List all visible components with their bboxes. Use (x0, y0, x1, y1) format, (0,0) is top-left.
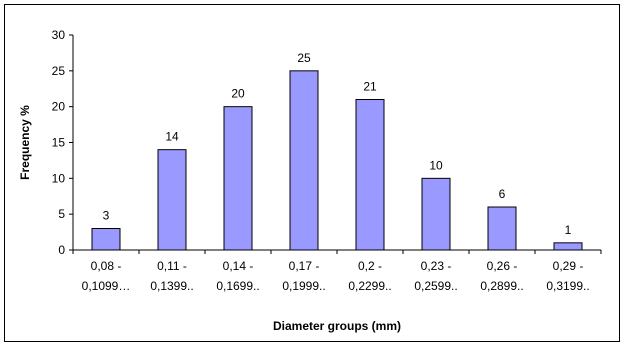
bar (289, 70, 319, 251)
x-tick-label: 0,1699.. (216, 279, 259, 293)
x-axis-ticks: 0,08 - 0,1099… 0,11 - 0,1399.. 0,14 - 0,1699.… (72, 250, 602, 293)
bar (487, 206, 517, 251)
bar-value-label: 10 (429, 158, 443, 172)
bar-value-label: 20 (231, 87, 245, 101)
bar-value-label: 14 (165, 130, 179, 144)
y-tick-label: 5 (58, 207, 65, 221)
bar (355, 99, 385, 251)
bar-value-label: 3 (103, 209, 110, 223)
x-tick-label: 0,1999.. (282, 279, 325, 293)
x-tick-label: 0,29 - (553, 259, 584, 273)
x-tick-label: 0,2899.. (480, 279, 523, 293)
y-tick-label: 30 (52, 28, 66, 42)
bar (223, 106, 253, 251)
bar (91, 228, 121, 251)
chart-frame: 0 5 10 15 20 25 30 3 14 20 25 21 10 6 1 0,08 - 0,1099…… (4, 4, 620, 342)
y-tick-label: 25 (52, 64, 66, 78)
y-tick-label: 20 (52, 100, 66, 114)
bars (91, 70, 583, 251)
x-tick-label: 0,2599.. (414, 279, 457, 293)
x-axis-title: Diameter groups (mm) (273, 319, 401, 333)
bar-value-label: 6 (499, 187, 506, 201)
bar-value-label: 21 (363, 80, 377, 94)
bar (421, 177, 451, 251)
y-tick-label: 0 (58, 243, 65, 257)
x-tick-label: 0,1099… (82, 279, 131, 293)
x-tick-label: 0,11 - (157, 259, 187, 273)
bar-value-label: 1 (565, 223, 572, 237)
data-labels: 3 14 20 25 21 10 6 1 (103, 51, 572, 237)
x-tick-label: 0,14 - (223, 259, 254, 273)
x-tick-label: 0,23 - (421, 259, 452, 273)
x-tick-label: 0,08 - (91, 259, 122, 273)
bar (157, 149, 187, 251)
y-tick-label: 10 (52, 171, 66, 185)
bar-chart: 0 5 10 15 20 25 30 3 14 20 25 21 10 6 1 0,08 - 0,1099…… (18, 28, 602, 333)
x-tick-label: 0,26 - (487, 259, 518, 273)
x-tick-label: 0,2299.. (348, 279, 391, 293)
x-tick-label: 0,3199.. (546, 279, 589, 293)
y-tick-label: 15 (52, 136, 66, 150)
x-tick-label: 0,1399.. (150, 279, 193, 293)
x-tick-label: 0,17 - (289, 259, 320, 273)
bar (553, 242, 583, 251)
y-axis-title: Frequency % (18, 105, 32, 180)
y-axis-ticks: 0 5 10 15 20 25 30 (52, 28, 73, 257)
x-tick-label: 0,2 - (358, 259, 382, 273)
bar-value-label: 25 (297, 51, 311, 65)
